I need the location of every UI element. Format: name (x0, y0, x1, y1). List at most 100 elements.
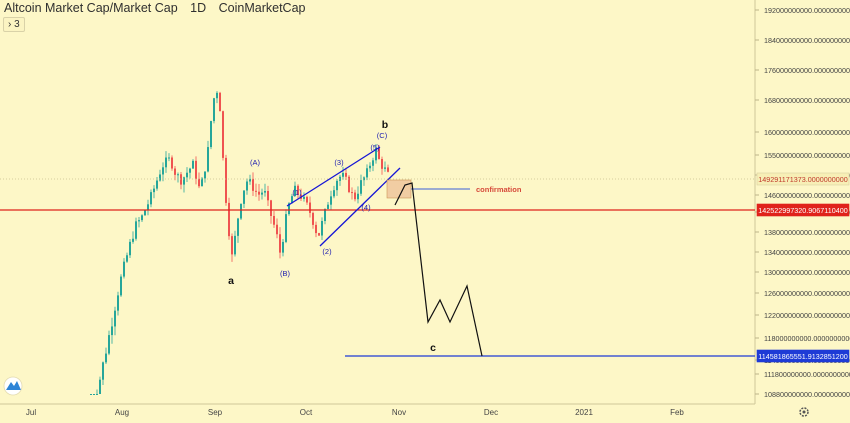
candle-body (201, 178, 203, 187)
y-tick-label: 168000000000.0000000000 (764, 96, 850, 105)
candle-body (240, 203, 242, 219)
chart-title: Altcoin Market Cap/Market Cap 1D CoinMar… (4, 1, 314, 15)
candle-body (180, 174, 182, 185)
logo-mountain-icon (6, 381, 21, 390)
candle-body (294, 185, 296, 197)
candle-body (165, 157, 167, 168)
y-tick-label: 118000000000.0000000000 (764, 334, 850, 343)
candle-body (306, 196, 308, 203)
x-tick-label: Oct (300, 408, 313, 417)
x-tick-label: Sep (208, 408, 223, 417)
y-tick-label: 122000000000.0000000000 (764, 311, 850, 320)
candle-body (231, 236, 233, 255)
x-tick-label: Jul (26, 408, 36, 417)
candle-body (135, 221, 137, 239)
candle-body (369, 165, 371, 169)
candle-body (297, 185, 299, 195)
source-label: CoinMarketCap (218, 1, 306, 15)
candle-body (312, 212, 314, 225)
x-tick-label: Nov (392, 408, 406, 417)
candle-body (318, 233, 320, 236)
wave-label: (2) (322, 247, 332, 256)
candle-body (378, 147, 380, 160)
candle-body (102, 362, 104, 380)
candle-body (174, 168, 176, 175)
candle-body (90, 394, 92, 395)
candle-body (354, 192, 356, 200)
candle-body (96, 394, 98, 395)
candle-body (123, 261, 125, 277)
candle-body (291, 196, 293, 204)
candle-body (144, 210, 146, 216)
candle-body (147, 204, 149, 211)
y-tick-label: 176000000000.0000000000 (764, 66, 850, 75)
symbol-name: Altcoin Market Cap/Market Cap (4, 1, 178, 15)
candle-body (186, 172, 188, 178)
candle-body (375, 147, 377, 161)
candle-body (381, 159, 383, 169)
wave-label: (1) (292, 188, 302, 197)
candle-body (216, 92, 218, 99)
candle-body (321, 221, 323, 236)
wave-label: c (430, 342, 436, 354)
wave-label: (A) (250, 158, 261, 167)
confirmation-box (386, 179, 412, 199)
candle-body (357, 193, 359, 200)
candle-body (228, 202, 230, 237)
wave-label: (5) (370, 143, 380, 152)
candle-body (168, 157, 170, 159)
candle-body (333, 190, 335, 197)
candle-body (225, 157, 227, 203)
settings-gear-icon[interactable] (799, 407, 809, 417)
candle-body (150, 192, 152, 205)
candle-body (153, 188, 155, 193)
y-tick-label: 155000000000.0000000000 (764, 151, 850, 160)
candle-body (207, 147, 209, 172)
wave-label: (4) (361, 203, 371, 212)
candle-body (330, 196, 332, 205)
candle-body (204, 171, 206, 179)
price-label: 149291171373.0000000000 (758, 175, 847, 184)
candle-body (105, 353, 107, 363)
candle-body (126, 255, 128, 262)
y-tick-label: 184000000000.0000000000 (764, 36, 850, 45)
x-tick-label: Feb (670, 408, 684, 417)
candle-body (177, 174, 179, 176)
candle-body (222, 111, 224, 158)
candle-body (210, 121, 212, 148)
candle-body (309, 202, 311, 213)
indicators-toggle-button[interactable]: › 3 (3, 17, 25, 32)
x-tick-label: Dec (484, 408, 498, 417)
indicators-count: 3 (14, 19, 20, 30)
candle-body (279, 234, 281, 253)
candle-body (234, 235, 236, 255)
candle-body (342, 172, 344, 177)
candle-body (219, 92, 221, 112)
candle-body (336, 180, 338, 191)
candle-body (249, 178, 251, 182)
candle-body (120, 276, 122, 296)
y-tick-label: 134000000000.0000000000 (764, 248, 850, 257)
candle-body (189, 168, 191, 173)
candle-body (264, 191, 266, 193)
candle-body (252, 178, 254, 191)
channel-upper-line (286, 146, 381, 207)
price-label-box (756, 203, 850, 217)
candle-body (198, 178, 200, 187)
candle-body (285, 214, 287, 242)
candle-body (267, 191, 269, 201)
candle-body (360, 180, 362, 194)
candle-body (243, 190, 245, 204)
interval-label: 1D (190, 1, 207, 15)
candle-body (156, 180, 158, 189)
candle-body (345, 172, 347, 177)
candle-body (315, 224, 317, 234)
price-label-box (756, 172, 850, 186)
candle-body (246, 181, 248, 191)
candle-body (255, 190, 257, 192)
x-tick-label: 2021 (575, 408, 593, 417)
candle-body (288, 203, 290, 215)
y-tick-label: 192000000000.0000000000 (764, 6, 850, 15)
candle-body (93, 394, 95, 395)
